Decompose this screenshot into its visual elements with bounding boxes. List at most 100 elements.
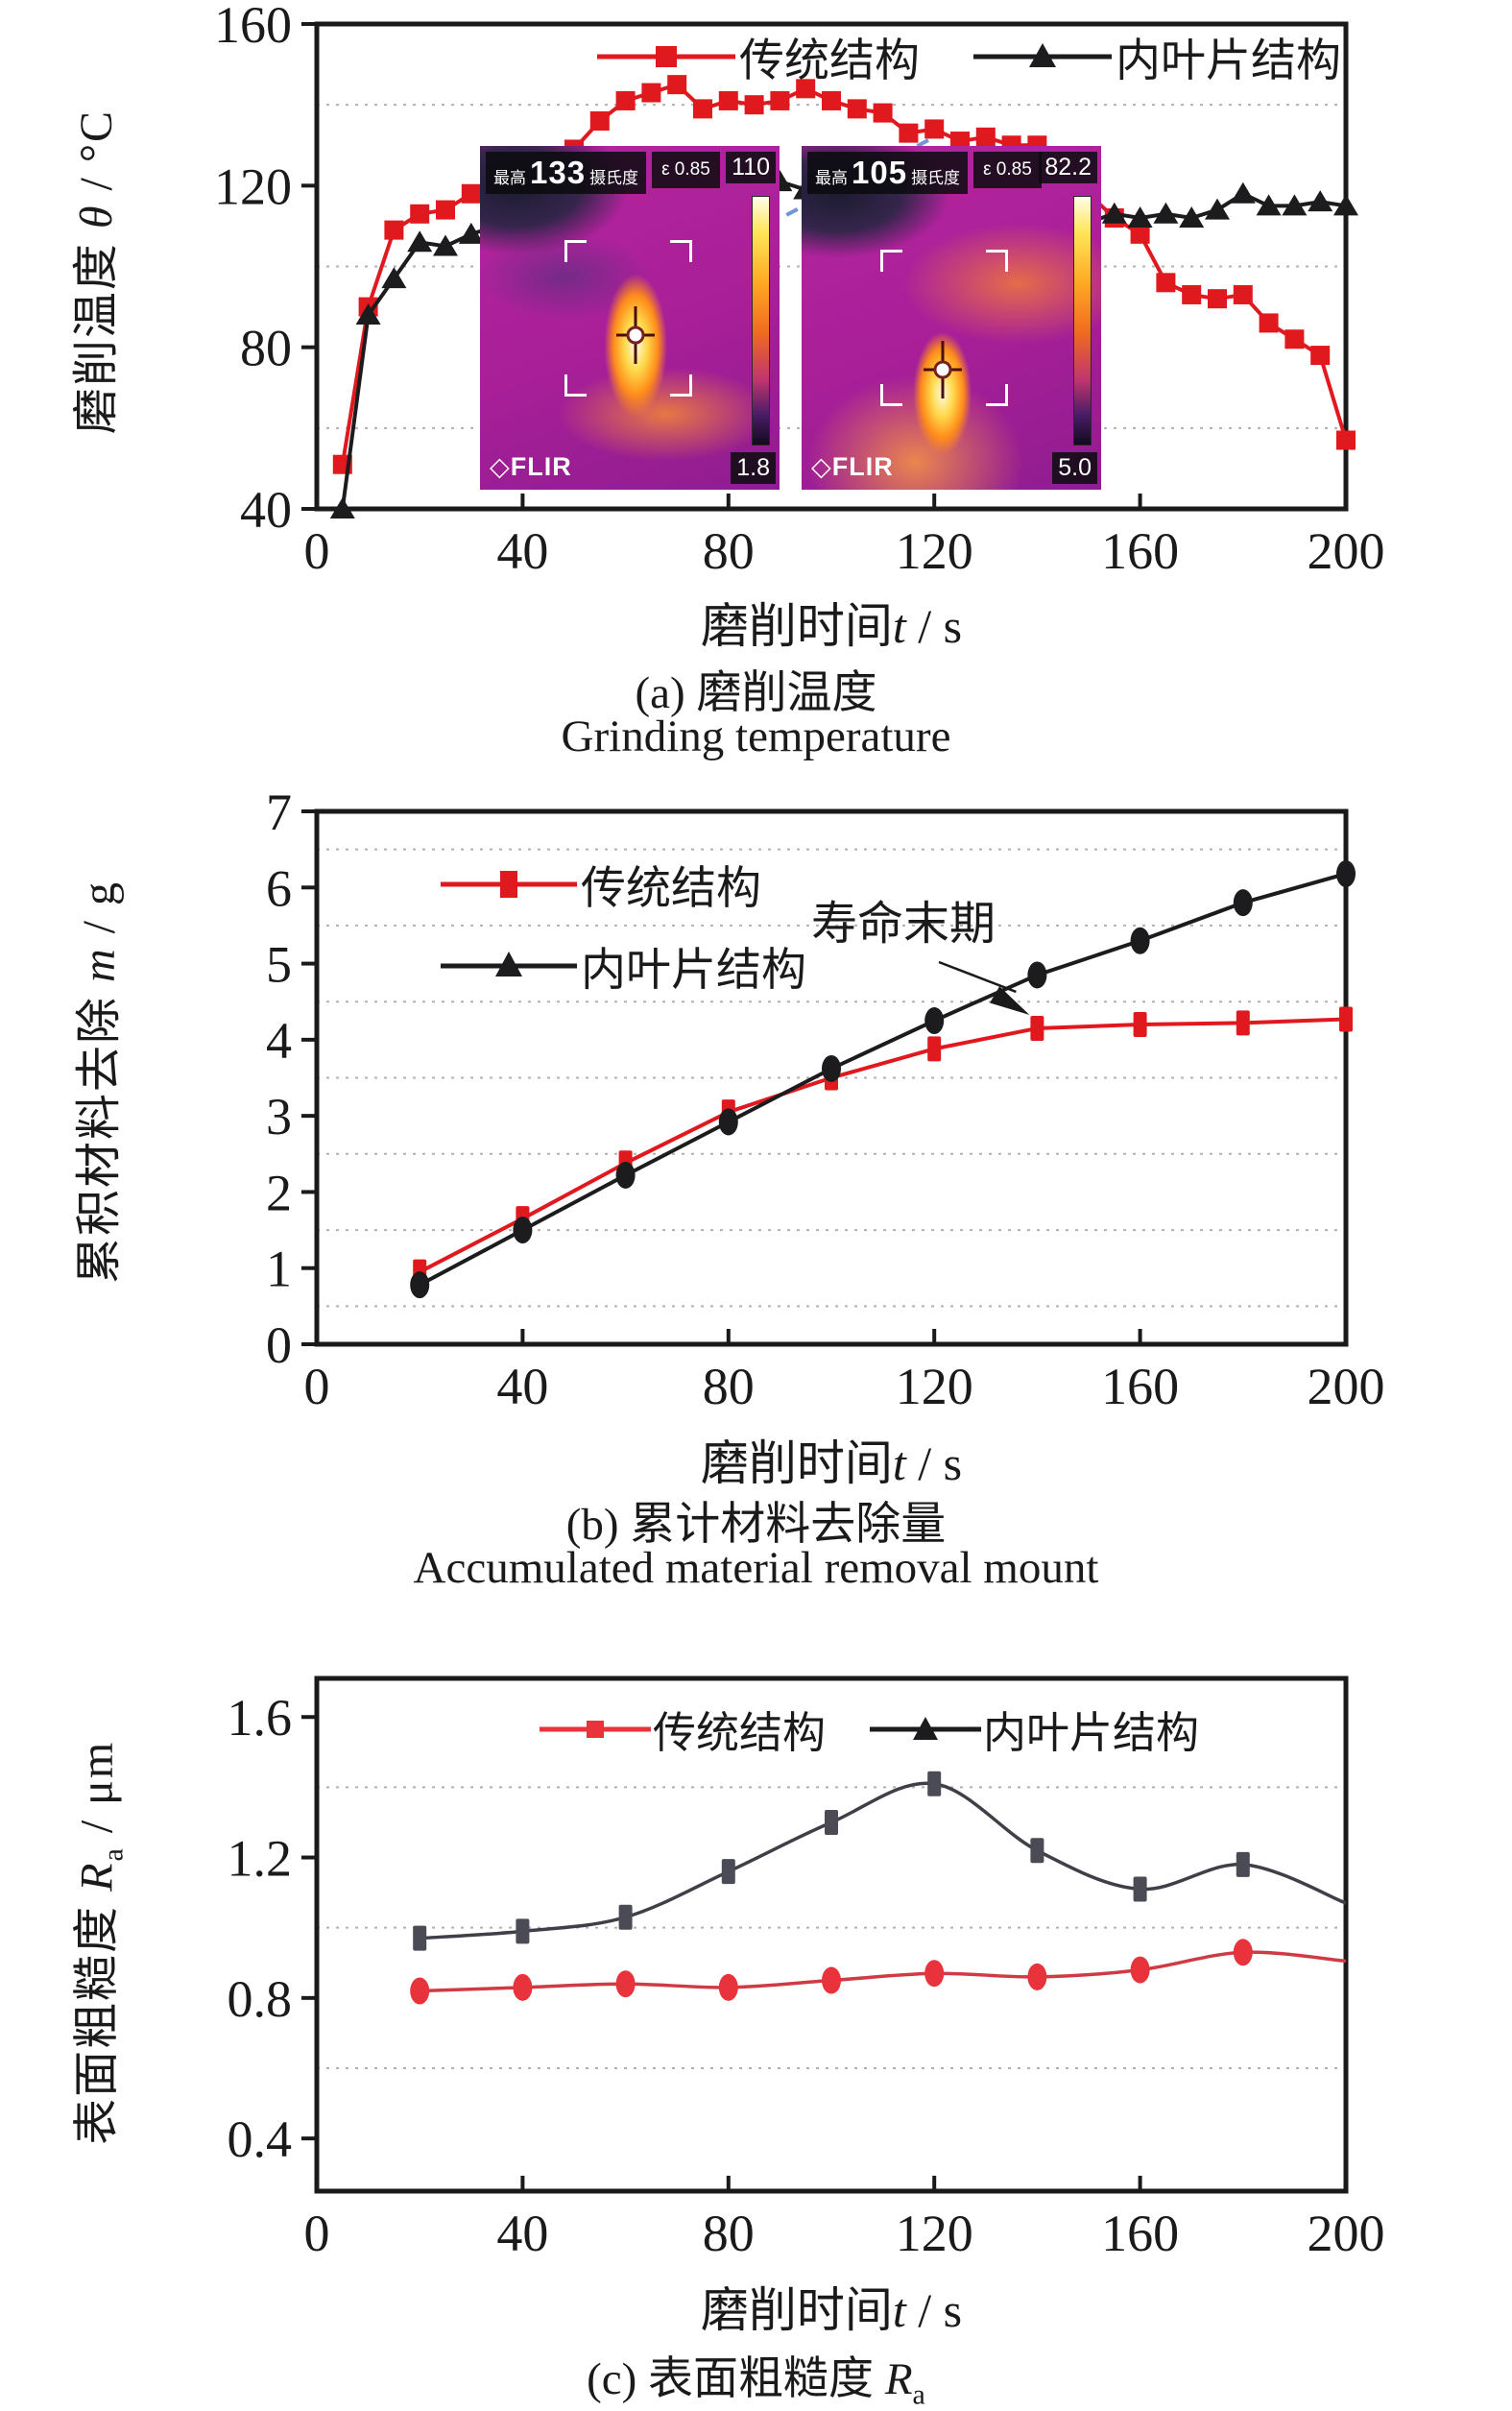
emissivity-badge: ε 0.85 [973,152,1042,188]
svg-text:0: 0 [304,1358,330,1415]
svg-text:200: 200 [1308,1358,1385,1415]
colorbar-min: 5.0 [1052,452,1097,484]
colorbar-min: 1.8 [731,452,776,484]
thermal-colorbar [1073,196,1092,446]
legend-label: 传统结构 [581,864,761,914]
thermal-header: 最高 105 摄氏度 ε 0.85 [807,152,1042,194]
chart-a-xlabel: 磨削时间t / s [700,599,963,653]
legend-label: 传统结构 [739,36,920,86]
legend-entry-traditional: 传统结构 [538,1698,826,1760]
focus-bracket [564,374,587,397]
temp-unit: 摄氏度 [911,169,961,187]
chart-c-caption: (c) 表面粗糙度 Ra [587,2354,925,2411]
svg-text:0.4: 0.4 [228,2110,293,2168]
legend-label: 内叶片结构 [581,946,806,996]
end-of-life-annotation: 寿命末期 [811,899,996,950]
focus-bracket [986,250,1008,272]
svg-text:200: 200 [1308,522,1385,580]
chart-c-legend: 传统结构 内叶片结构 [538,1698,1199,1760]
svg-text:80: 80 [703,522,755,580]
red-square-line-marker [441,870,577,898]
flir-logo: ◇FLIR [811,452,894,481]
thermal-image-traditional: 最高 133 摄氏度 ε 0.85 110 ◇FLIR 1.8 [480,146,780,490]
crosshair-icon [923,340,962,398]
svg-text:2: 2 [266,1164,292,1221]
legend-entry-traditional: 传统结构 [593,23,920,89]
svg-text:160: 160 [1101,522,1179,580]
svg-text:4: 4 [266,1012,292,1070]
chart-a-caption-cn: (a) 磨削温度 [635,668,877,718]
max-temp-badge: 最高 105 摄氏度 [807,152,969,194]
focus-bracket [986,384,1008,406]
svg-text:6: 6 [266,859,292,917]
focus-bracket [880,250,902,272]
thermal-header: 最高 133 摄氏度 ε 0.85 [486,152,720,194]
svg-text:5: 5 [266,936,292,994]
emissivity-badge: ε 0.85 [652,152,720,188]
temp-unit: 摄氏度 [589,169,639,187]
red-square-line-marker [540,1720,651,1738]
svg-text:0: 0 [266,1316,292,1374]
svg-text:200: 200 [1308,2205,1385,2262]
svg-text:0: 0 [304,2205,330,2262]
max-label: 最高 [815,169,848,187]
max-temp-badge: 最高 133 摄氏度 [486,152,647,194]
flir-diamond-icon: ◇ [490,452,511,481]
series-内叶片结构 [413,1771,1347,1951]
svg-text:40: 40 [496,2205,548,2262]
svg-text:80: 80 [703,1358,755,1415]
svg-text:120: 120 [214,157,292,215]
legend-entry-inner-blade: 内叶片结构 [970,23,1341,89]
svg-text:160: 160 [1101,2205,1179,2262]
svg-text:160: 160 [214,0,292,54]
svg-text:80: 80 [240,320,292,377]
focus-bracket [564,240,587,262]
thermal-image-inner-blade: 最高 105 摄氏度 ε 0.85 82.2 ◇FLIR 5.0 [802,146,1101,490]
flir-logo: ◇FLIR [490,452,572,481]
chart-c-ylabel: 表面粗糙度 Ra / μm [71,1740,130,2145]
chart-表面粗糙度 Ra: 0.4 0.8 1.2 1.6 0 40 80 120 160 200 [228,1676,1385,2262]
chart-a-legend: 传统结构 内叶片结构 [593,23,1341,89]
svg-text:3: 3 [266,1088,292,1145]
red-square-line-marker [597,45,735,67]
chart-b-ylabel: 累积材料去除 m / g [74,880,125,1285]
chart-a-ylabel: 磨削温度 θ / °C [71,108,122,435]
legend-label: 内叶片结构 [1116,36,1341,86]
chart-b-caption-en: Accumulated material removal mount [413,1543,1099,1593]
black-triangle-line-marker [441,951,577,976]
thermal-colorbar [752,196,770,446]
svg-text:1.2: 1.2 [228,1830,293,1888]
svg-text:1.6: 1.6 [228,1689,293,1747]
colorbar-max: 82.2 [1039,152,1097,183]
focus-bracket [880,384,902,406]
max-temp-value: 133 [530,155,587,190]
series-传统结构 [410,1939,1347,2005]
crosshair-icon [616,305,656,364]
focus-bracket [670,374,692,397]
focus-bracket [670,240,692,262]
black-triangle-line-marker [870,1716,982,1740]
annotation-arrow [938,960,1030,1015]
svg-text:1: 1 [266,1241,292,1298]
svg-text:0.8: 0.8 [228,1970,293,2028]
svg-text:40: 40 [496,1358,548,1415]
series-传统结构 [413,1006,1353,1285]
svg-text:7: 7 [266,784,292,841]
chart-c-xlabel: 磨削时间t / s [700,2283,963,2337]
chart-b-xlabel: 磨削时间t / s [700,1436,963,1490]
max-temp-value: 105 [852,155,908,190]
svg-text:40: 40 [496,522,548,580]
flir-diamond-icon: ◇ [811,452,832,481]
legend-entry-inner-blade: 内叶片结构 [437,932,806,999]
colorbar-max: 110 [726,152,776,183]
black-triangle-line-marker [973,42,1112,67]
legend-entry-inner-blade: 内叶片结构 [868,1698,1199,1760]
chart-累计材料去除量 Accumulated material removal mount: 0 1 2 3 4 5 6 7 0 40 80 120 160 200 [266,784,1385,1415]
svg-text:120: 120 [896,522,973,580]
svg-text:80: 80 [703,2205,755,2262]
legend-label: 内叶片结构 [983,1709,1200,1757]
svg-text:120: 120 [896,1358,973,1415]
chart-b-legend: 传统结构 内叶片结构 [437,851,806,999]
svg-text:120: 120 [896,2205,973,2262]
